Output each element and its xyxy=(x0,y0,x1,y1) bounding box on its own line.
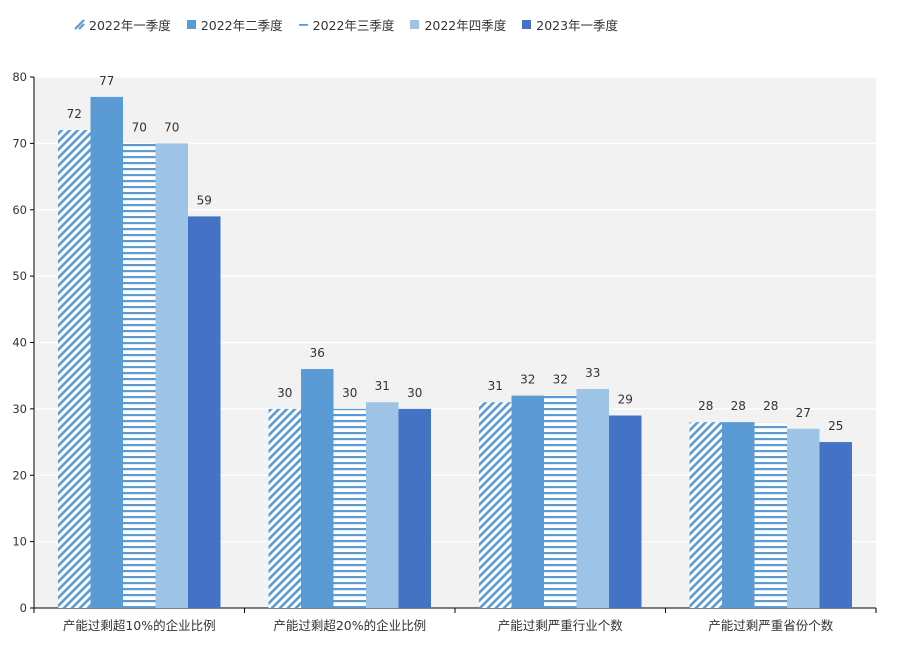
y-tick-label: 40 xyxy=(12,336,27,350)
data-label: 33 xyxy=(585,366,600,380)
bar xyxy=(689,422,722,608)
bar xyxy=(544,395,577,608)
data-label: 31 xyxy=(488,379,503,393)
legend-swatch xyxy=(298,23,308,26)
legend-swatch-fill xyxy=(522,19,532,29)
data-label: 30 xyxy=(407,386,422,400)
x-tick-label: 产能过剩严重行业个数 xyxy=(498,618,624,633)
data-label: 36 xyxy=(310,346,325,360)
y-tick-label: 50 xyxy=(12,269,27,283)
legend-label: 2022年三季度 xyxy=(312,17,395,33)
bar xyxy=(58,130,91,608)
legend-item: 2023年一季度 xyxy=(521,15,618,34)
bar xyxy=(90,96,123,608)
y-tick-label: 30 xyxy=(12,402,27,416)
bar xyxy=(511,395,544,608)
bar xyxy=(333,408,366,608)
data-label: 32 xyxy=(520,373,535,387)
data-label: 32 xyxy=(553,373,568,387)
data-label: 70 xyxy=(164,120,179,134)
data-label: 29 xyxy=(618,393,633,407)
y-tick-label: 60 xyxy=(12,203,27,217)
data-label: 59 xyxy=(197,193,212,207)
bar xyxy=(123,143,156,608)
bar xyxy=(609,415,642,608)
data-label: 77 xyxy=(99,74,114,88)
y-tick-label: 10 xyxy=(12,535,27,549)
legend-label: 2022年四季度 xyxy=(424,17,507,33)
bar xyxy=(398,408,431,608)
legend-label: 2022年一季度 xyxy=(89,17,171,33)
legend-swatch-stripe xyxy=(298,23,308,26)
x-tick-label: 产能过剩超20%的企业比例 xyxy=(273,618,426,633)
bar xyxy=(754,422,787,608)
data-label: 28 xyxy=(763,399,778,413)
data-label: 72 xyxy=(67,107,82,121)
legend-swatch-fill xyxy=(410,19,420,29)
legend-swatch xyxy=(410,19,420,29)
legend-swatch xyxy=(522,19,532,29)
bar xyxy=(301,369,334,608)
legend-label: 2022年二季度 xyxy=(200,17,283,33)
y-tick-label: 80 xyxy=(12,70,27,84)
data-label: 70 xyxy=(132,120,147,134)
legend-swatch xyxy=(186,19,196,29)
bar xyxy=(366,402,399,608)
y-tick-label: 20 xyxy=(12,468,27,482)
bar xyxy=(819,442,852,608)
x-tick-label: 产能过剩超10%的企业比例 xyxy=(63,618,216,633)
legend-item: 2022年四季度 xyxy=(409,15,506,34)
legend-item: 2022年三季度 xyxy=(298,15,395,34)
bar xyxy=(787,428,820,608)
y-tick-label: 0 xyxy=(20,601,27,615)
bar xyxy=(576,388,609,608)
bar xyxy=(479,402,512,608)
y-tick-label: 70 xyxy=(12,136,27,150)
data-label: 27 xyxy=(796,406,811,420)
legend-swatch-fill xyxy=(186,19,196,29)
bar xyxy=(268,408,301,608)
data-label: 30 xyxy=(277,386,292,400)
data-label: 31 xyxy=(375,379,390,393)
data-label: 28 xyxy=(731,399,746,413)
data-label: 28 xyxy=(698,399,713,413)
legend-swatch xyxy=(74,18,85,30)
bar xyxy=(155,143,188,608)
bar xyxy=(722,422,755,608)
legend-item: 2022年一季度 xyxy=(74,15,171,34)
legend-label: 2023年一季度 xyxy=(536,17,619,33)
data-label: 25 xyxy=(828,419,843,433)
x-tick-label: 产能过剩严重省份个数 xyxy=(708,618,834,633)
bar xyxy=(188,216,221,608)
legend-swatch-stripe xyxy=(74,18,85,30)
legend-item: 2022年二季度 xyxy=(186,15,283,34)
legend: 2022年一季度 2022年二季度 2022年三季度 2022年四季度 2023年一季度 xyxy=(74,14,618,34)
data-label: 30 xyxy=(342,386,357,400)
